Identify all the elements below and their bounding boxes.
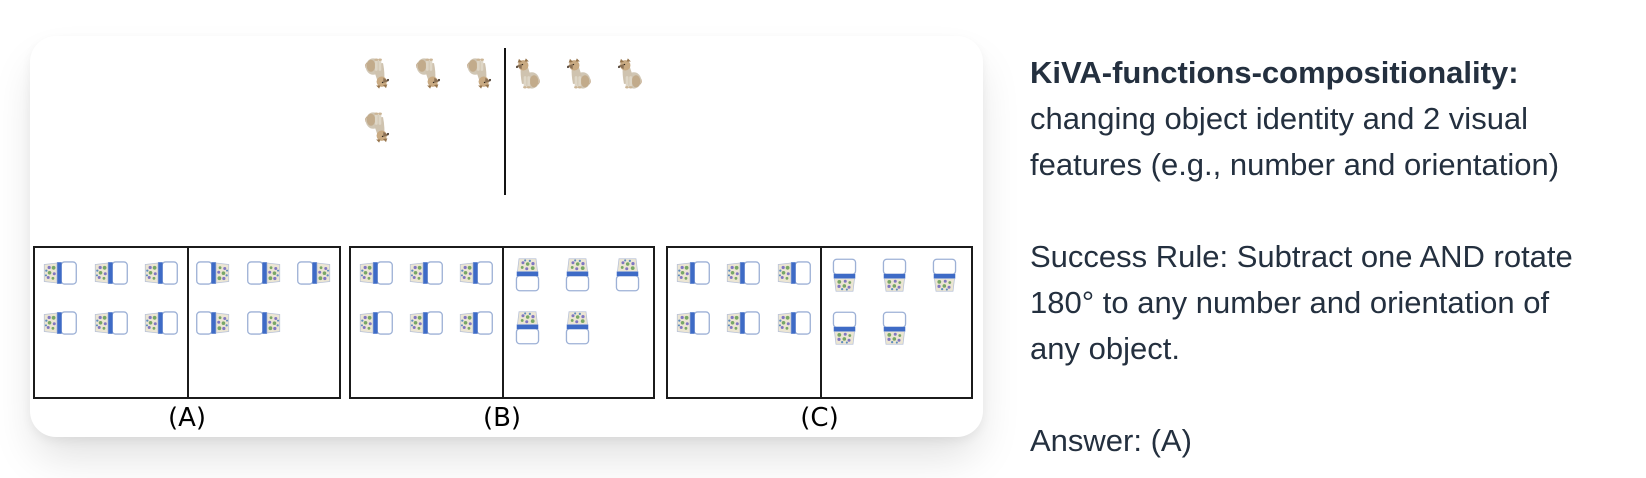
cup-icon <box>288 248 339 298</box>
cup-icon <box>136 298 187 348</box>
choice-A-panel <box>33 246 341 399</box>
caption-rule-line-2: 180° to any number and orientation of <box>1030 285 1550 320</box>
dog-icon <box>402 46 453 100</box>
caption-subtitle-line-1: changing object identity and 2 visual <box>1030 101 1529 136</box>
cup-icon <box>136 248 187 298</box>
cup-icon <box>552 301 602 354</box>
cup-icon <box>502 248 552 301</box>
cup-icon <box>86 298 137 348</box>
cup-icon <box>452 248 502 298</box>
cup-icon <box>502 301 552 354</box>
caption-rule: Success Rule: Subtract one AND rotate 18… <box>1030 234 1573 372</box>
cup-icon <box>870 301 920 354</box>
cup-icon <box>401 298 451 348</box>
choice-B-after-group <box>502 248 653 397</box>
cup-icon <box>238 298 289 348</box>
cup-icon <box>401 248 451 298</box>
caption-answer-block: Answer: (A) <box>1030 418 1573 464</box>
choice-A-before-group <box>35 248 187 397</box>
puzzle-card: (A) (B) (C) <box>30 36 983 437</box>
cup-icon <box>920 248 970 301</box>
choice-C: (C) <box>666 246 973 433</box>
choice-C-label: (C) <box>800 403 839 433</box>
cup-icon <box>35 248 86 298</box>
caption: KiVA-functions-compositionality: changin… <box>1030 50 1573 478</box>
cup-icon <box>719 248 770 298</box>
cup-icon <box>238 248 289 298</box>
cup-icon <box>870 248 920 301</box>
choice-C-divider-line <box>819 248 822 397</box>
example-after-group <box>502 46 655 100</box>
dog-icon <box>502 46 553 100</box>
example-divider-line <box>504 48 506 195</box>
dog-icon <box>351 100 402 154</box>
choice-B-divider-line <box>502 248 504 397</box>
choice-A: (A) <box>33 246 341 433</box>
choice-C-before-group <box>668 248 820 397</box>
cup-icon <box>86 248 137 298</box>
dog-icon <box>453 46 504 100</box>
cup-icon <box>452 298 502 348</box>
cup-icon <box>769 248 820 298</box>
choice-B-label: (B) <box>482 403 522 433</box>
choice-C-panel <box>666 246 973 399</box>
choice-B: (B) <box>349 246 655 433</box>
caption-subtitle-line-2: features (e.g., number and orientation) <box>1030 147 1560 182</box>
choice-A-after-group <box>187 248 339 397</box>
cup-icon <box>719 298 770 348</box>
choice-B-before-group <box>351 248 502 397</box>
cup-icon <box>351 298 401 348</box>
choice-C-after-group <box>820 248 972 397</box>
caption-rule-line-1: Success Rule: Subtract one AND rotate <box>1030 239 1573 274</box>
choice-A-divider-line <box>187 248 189 397</box>
example-before-group <box>351 46 504 154</box>
cup-icon <box>187 298 238 348</box>
cup-icon <box>820 301 870 354</box>
cup-icon <box>35 298 86 348</box>
caption-intro: KiVA-functions-compositionality: changin… <box>1030 50 1573 188</box>
choice-A-label: (A) <box>167 403 207 433</box>
cup-icon <box>668 248 719 298</box>
choice-B-panel <box>349 246 655 399</box>
cup-icon <box>820 248 870 301</box>
cup-icon <box>769 298 820 348</box>
cup-icon <box>187 248 238 298</box>
dog-icon <box>351 46 402 100</box>
cup-icon <box>668 298 719 348</box>
caption-rule-line-3: any object. <box>1030 331 1180 366</box>
dog-icon <box>604 46 655 100</box>
cup-icon <box>351 248 401 298</box>
caption-answer: Answer: (A) <box>1030 423 1192 458</box>
caption-title: KiVA-functions-compositionality: <box>1030 55 1519 90</box>
dog-icon <box>553 46 604 100</box>
cup-icon <box>552 248 602 301</box>
cup-icon <box>602 248 652 301</box>
